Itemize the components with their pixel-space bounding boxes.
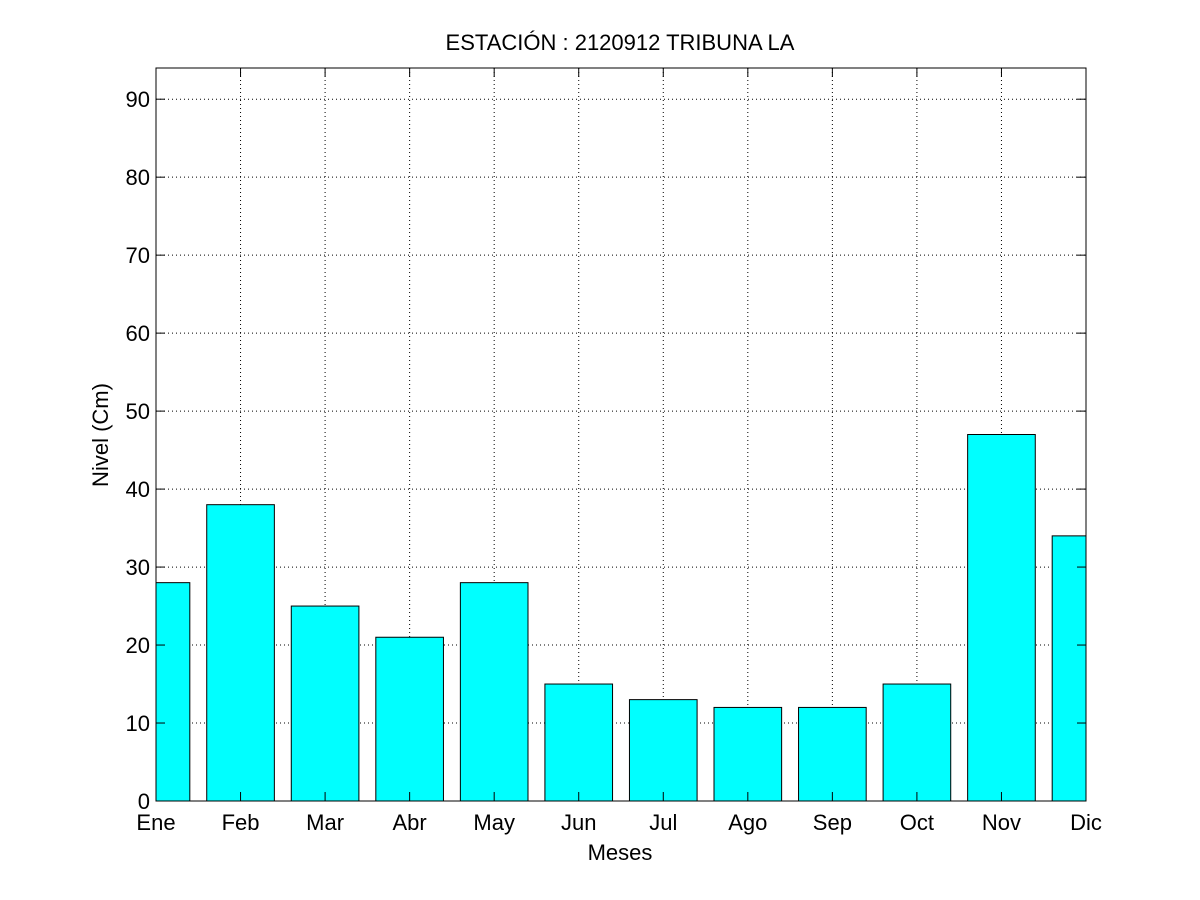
bar-ago [713, 706, 783, 802]
bar-mar [290, 605, 360, 802]
bar-jun [544, 683, 614, 802]
y-tick-label: 60 [126, 321, 150, 346]
y-tick-label: 70 [126, 243, 150, 268]
x-tick-label-may: May [473, 810, 515, 835]
x-axis-label: Meses [588, 840, 653, 865]
bar-sep [798, 706, 867, 802]
y-tick-label: 0 [138, 789, 150, 814]
y-tick-label: 50 [126, 399, 150, 424]
y-tick-label: 20 [126, 633, 150, 658]
y-tick-label: 80 [126, 165, 150, 190]
x-tick-label-ene: Ene [136, 810, 175, 835]
x-tick-label-abr: Abr [393, 810, 427, 835]
y-tick-label: 30 [126, 555, 150, 580]
x-tick-label-sep: Sep [813, 810, 852, 835]
y-axis-label: Nivel (Cm) [88, 383, 113, 487]
bars [155, 434, 1087, 802]
tick-labels: 0 10 20 30 40 50 60 70 80 90 Ene Feb Mar Abr May Jun Jul… [126, 87, 1102, 835]
bar-oct [882, 683, 952, 802]
x-tick-label-jul: Jul [649, 810, 677, 835]
bar-abr [375, 636, 444, 802]
bar-ene [155, 582, 191, 802]
x-tick-label-dic: Dic [1070, 810, 1102, 835]
x-tick-label-jun: Jun [561, 810, 596, 835]
bar-jul [628, 699, 698, 802]
bar-may [459, 582, 529, 802]
bar-nov [967, 434, 1036, 802]
x-tick-label-nov: Nov [982, 810, 1021, 835]
chart-title: ESTACIÓN : 2120912 TRIBUNA LA [446, 30, 795, 55]
y-tick-label: 10 [126, 711, 150, 736]
x-tick-label-feb: Feb [222, 810, 260, 835]
y-tick-label: 90 [126, 87, 150, 112]
axes-box [155, 67, 1087, 802]
y-tick-label: 40 [126, 477, 150, 502]
x-tick-label-ago: Ago [728, 810, 767, 835]
x-tick-label-mar: Mar [306, 810, 344, 835]
x-tick-label-oct: Oct [900, 810, 934, 835]
grid [156, 68, 1086, 801]
axes [155, 67, 1087, 802]
bar-dic [1051, 535, 1087, 802]
bar-feb [206, 504, 275, 802]
